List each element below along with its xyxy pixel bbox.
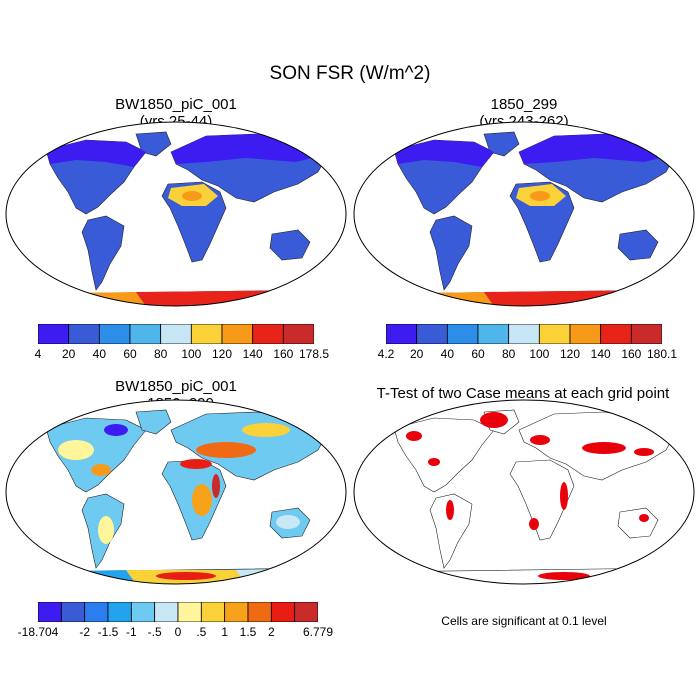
- colorbar-case-label-1: 20: [61, 347, 76, 361]
- colorbar-case-swatch-4: [160, 324, 192, 344]
- colorbar-case-label-0: 4: [34, 347, 42, 361]
- colorbar-control-swatch-1: [416, 324, 448, 344]
- colorbar-control-labels: 4.2 20 40 60 80 100 120 140 160 180.1: [378, 347, 677, 363]
- map-control: [354, 122, 694, 306]
- colorbar-case-labels: 4 20 40 60 80 100 120 140 160 178.5: [34, 347, 329, 363]
- colorbar-case-swatch-8: [282, 324, 314, 344]
- colorbar-case-swatch-7: [252, 324, 284, 344]
- colorbar-difference-label-8: 1.5: [239, 625, 257, 639]
- colorbar-case-label-9: 178.5: [298, 347, 330, 361]
- colorbar-control-swatch-3: [477, 324, 510, 344]
- colorbar-control-label-0: 4.2: [377, 347, 395, 361]
- colorbar-case-label-6: 120: [211, 347, 233, 361]
- panel-title-control-line1: 1850_299: [490, 96, 558, 113]
- colorbar-difference-swatch-5: [154, 602, 179, 622]
- map-ttest-border: [353, 399, 695, 585]
- colorbar-difference-swatch-10: [270, 602, 296, 622]
- colorbar-difference-swatch-1: [60, 602, 86, 622]
- map-case: [6, 122, 346, 306]
- colorbar-difference: [38, 602, 318, 622]
- colorbar-case-label-7: 140: [242, 347, 263, 361]
- panel-title-difference-line1: BW1850_piC_001: [115, 378, 237, 395]
- colorbar-control-swatch-2: [446, 324, 479, 344]
- colorbar-difference-swatch-4: [130, 602, 156, 622]
- colorbar-case-label-3: 60: [123, 347, 137, 361]
- colorbar-difference-swatch-6: [177, 602, 202, 622]
- figure-title: SON FSR (W/m^2): [269, 63, 431, 84]
- colorbar-case-swatch-5: [190, 324, 223, 344]
- ttest-note: Cells are significant at 0.1 level: [441, 614, 607, 628]
- colorbar-case-swatch-2: [98, 324, 131, 344]
- colorbar-control-swatch-5: [538, 324, 571, 344]
- colorbar-control-swatch-8: [630, 324, 662, 344]
- colorbar-difference-swatch-0: [38, 602, 62, 622]
- colorbar-control-swatch-7: [600, 324, 632, 344]
- panel-title-ttest: T-Test of two Case means at each grid po…: [352, 385, 694, 402]
- colorbar-case-swatch-6: [221, 324, 254, 344]
- colorbar-control: [386, 324, 662, 344]
- colorbar-control-swatch-0: [386, 324, 418, 344]
- colorbar-case-label-2: 40: [92, 347, 107, 361]
- colorbar-difference-labels: -18.704 -2 -1.5 -1 -.5 0 .5 1 1.5 2 6.779: [18, 625, 333, 641]
- colorbar-control-label-2: 40: [440, 347, 455, 361]
- colorbar-control-swatch-4: [508, 324, 540, 344]
- colorbar-difference-label-3: -1: [125, 625, 137, 639]
- map-difference: [6, 400, 346, 584]
- colorbar-control-label-9: 180.1: [646, 347, 678, 361]
- colorbar-difference-swatch-3: [107, 602, 132, 622]
- colorbar-difference-swatch-7: [200, 602, 226, 622]
- colorbar-difference-label-6: .5: [196, 625, 207, 639]
- colorbar-control-label-7: 140: [590, 347, 611, 361]
- colorbar-case: [38, 324, 314, 344]
- panel-title-case-line1: BW1850_piC_001: [115, 96, 237, 113]
- colorbar-case-swatch-3: [129, 324, 162, 344]
- colorbar-control-swatch-6: [569, 324, 602, 344]
- map-ttest: [354, 400, 694, 584]
- colorbar-difference-swatch-2: [84, 602, 109, 622]
- colorbar-control-label-6: 120: [559, 347, 581, 361]
- colorbar-control-label-8: 160: [621, 347, 642, 361]
- colorbar-control-label-3: 60: [471, 347, 485, 361]
- colorbar-difference-label-5: 0: [174, 625, 182, 639]
- colorbar-difference-label-1: -2: [79, 625, 90, 639]
- colorbar-difference-label-4: -.5: [147, 625, 162, 639]
- colorbar-control-label-1: 20: [409, 347, 424, 361]
- colorbar-difference-label-2: -1.5: [97, 625, 119, 639]
- colorbar-difference-label-0: -18.704: [17, 625, 59, 639]
- colorbar-difference-swatch-8: [224, 602, 249, 622]
- colorbar-case-label-4: 80: [153, 347, 168, 361]
- colorbar-case-swatch-1: [68, 324, 100, 344]
- colorbar-difference-swatch-9: [247, 602, 272, 622]
- colorbar-case-label-8: 160: [273, 347, 294, 361]
- colorbar-control-label-5: 100: [529, 347, 550, 361]
- colorbar-case-swatch-0: [38, 324, 70, 344]
- map-case-border: [5, 121, 347, 307]
- colorbar-difference-label-9: 2: [267, 625, 275, 639]
- colorbar-control-label-4: 80: [501, 347, 516, 361]
- panel-title-ttest-line1: T-Test of two Case means at each grid po…: [376, 385, 670, 402]
- colorbar-difference-label-10: 6.779: [302, 625, 334, 639]
- colorbar-difference-swatch-11: [294, 602, 318, 622]
- map-control-border: [353, 121, 695, 307]
- colorbar-difference-label-7: 1: [221, 625, 228, 639]
- colorbar-case-label-5: 100: [181, 347, 202, 361]
- map-difference-border: [5, 399, 347, 585]
